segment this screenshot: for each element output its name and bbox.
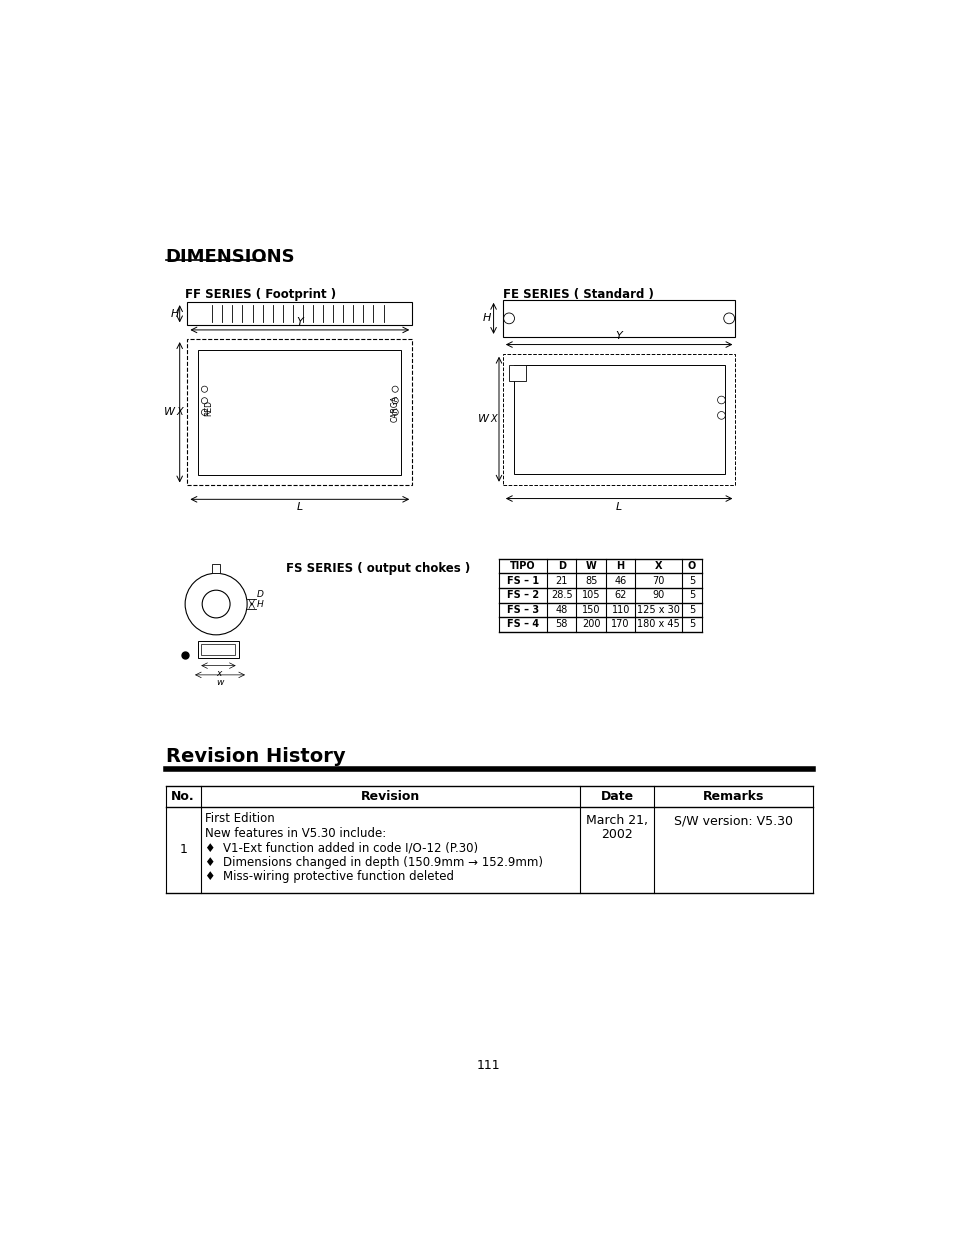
Text: 110: 110: [611, 605, 629, 615]
Bar: [201, 645, 235, 655]
Bar: [502, 353, 735, 484]
Text: X: X: [176, 408, 183, 417]
Text: 5: 5: [688, 605, 695, 615]
Text: Remarks: Remarks: [702, 789, 763, 803]
Text: TIPO: TIPO: [510, 561, 536, 571]
Text: First Edition: First Edition: [205, 811, 274, 825]
Text: 46: 46: [614, 576, 626, 585]
Text: W: W: [164, 408, 175, 417]
Text: 200: 200: [581, 620, 599, 630]
Text: L: L: [296, 503, 303, 513]
Text: H: H: [616, 561, 624, 571]
Text: D: D: [558, 561, 565, 571]
Text: FE SERIES ( Standard ): FE SERIES ( Standard ): [502, 288, 653, 301]
Text: FS – 4: FS – 4: [506, 620, 538, 630]
Text: DIMENSIONS: DIMENSIONS: [166, 248, 295, 267]
Bar: [198, 641, 238, 658]
Text: 5: 5: [688, 576, 695, 585]
Text: Y: Y: [615, 331, 622, 341]
Text: 1: 1: [179, 844, 187, 856]
Text: 70: 70: [652, 576, 664, 585]
Text: H: H: [482, 314, 491, 324]
Text: D: D: [256, 590, 263, 599]
Text: Y: Y: [296, 317, 303, 327]
Text: ♦  Miss-wiring protective function deleted: ♦ Miss-wiring protective function delete…: [205, 871, 454, 883]
Text: H: H: [256, 599, 263, 609]
Text: W: W: [477, 414, 489, 425]
Text: CARGA: CARGA: [390, 395, 399, 422]
Text: FS – 1: FS – 1: [506, 576, 538, 585]
Text: 170: 170: [611, 620, 629, 630]
Text: ♦  V1-Ext function added in code I/O-12 (P.30): ♦ V1-Ext function added in code I/O-12 (…: [205, 841, 477, 855]
Text: L: L: [616, 501, 621, 511]
Text: Date: Date: [600, 789, 633, 803]
Text: FS SERIES ( output chokes ): FS SERIES ( output chokes ): [286, 562, 470, 574]
Text: X: X: [654, 561, 661, 571]
Bar: [212, 564, 220, 573]
Text: 48: 48: [555, 605, 567, 615]
Text: 62: 62: [614, 590, 626, 600]
Text: Revision: Revision: [360, 789, 419, 803]
Text: New features in V5.30 include:: New features in V5.30 include:: [205, 826, 386, 840]
Text: ♦  Dimensions changed in depth (150.9mm → 152.9mm): ♦ Dimensions changed in depth (150.9mm →…: [205, 856, 542, 869]
Text: 105: 105: [581, 590, 599, 600]
Text: No.: No.: [172, 789, 194, 803]
Bar: [187, 303, 412, 325]
Text: O: O: [687, 561, 696, 571]
Bar: [502, 300, 735, 337]
Text: 28.5: 28.5: [551, 590, 572, 600]
Text: FS – 3: FS – 3: [506, 605, 538, 615]
Text: 180 x 45: 180 x 45: [637, 620, 679, 630]
Text: X: X: [490, 414, 497, 425]
Text: RED: RED: [205, 400, 213, 416]
Text: 111: 111: [476, 1060, 500, 1072]
Text: x: x: [215, 668, 221, 678]
Bar: [509, 366, 525, 380]
Bar: [198, 350, 401, 474]
Text: 21: 21: [555, 576, 567, 585]
Text: w: w: [216, 678, 223, 687]
Text: 85: 85: [584, 576, 597, 585]
Text: 5: 5: [688, 620, 695, 630]
Text: H: H: [171, 309, 178, 319]
Text: Revision History: Revision History: [166, 747, 345, 766]
Text: 2002: 2002: [600, 829, 633, 841]
Text: 58: 58: [555, 620, 567, 630]
Text: FF SERIES ( Footprint ): FF SERIES ( Footprint ): [185, 288, 335, 301]
Bar: [513, 364, 723, 474]
Text: 90: 90: [652, 590, 664, 600]
Bar: [187, 340, 412, 485]
Text: S/W version: V5.30: S/W version: V5.30: [673, 814, 792, 827]
Text: 125 x 30: 125 x 30: [637, 605, 679, 615]
Text: FS – 2: FS – 2: [506, 590, 538, 600]
Text: 5: 5: [688, 590, 695, 600]
Text: 150: 150: [581, 605, 599, 615]
Text: March 21,: March 21,: [585, 814, 647, 827]
Text: W: W: [585, 561, 596, 571]
